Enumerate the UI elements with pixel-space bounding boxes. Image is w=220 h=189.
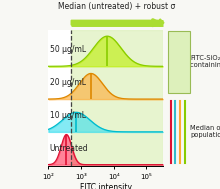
Bar [71,30,163,166]
Text: 20 μg/mL: 20 μg/mL [50,78,86,87]
Text: 50 μg/mL: 50 μg/mL [50,45,86,54]
Text: Median (untreated) + robust σ: Median (untreated) + robust σ [58,2,176,11]
Text: Median of each
population: Median of each population [190,125,220,138]
X-axis label: FITC intensity: FITC intensity [80,183,132,189]
FancyArrow shape [71,19,164,26]
Text: Untreated: Untreated [50,144,88,153]
Text: 10 μg/mL: 10 μg/mL [50,111,86,120]
Text: FITC-SiO₂NP
containing cells: FITC-SiO₂NP containing cells [190,55,220,68]
